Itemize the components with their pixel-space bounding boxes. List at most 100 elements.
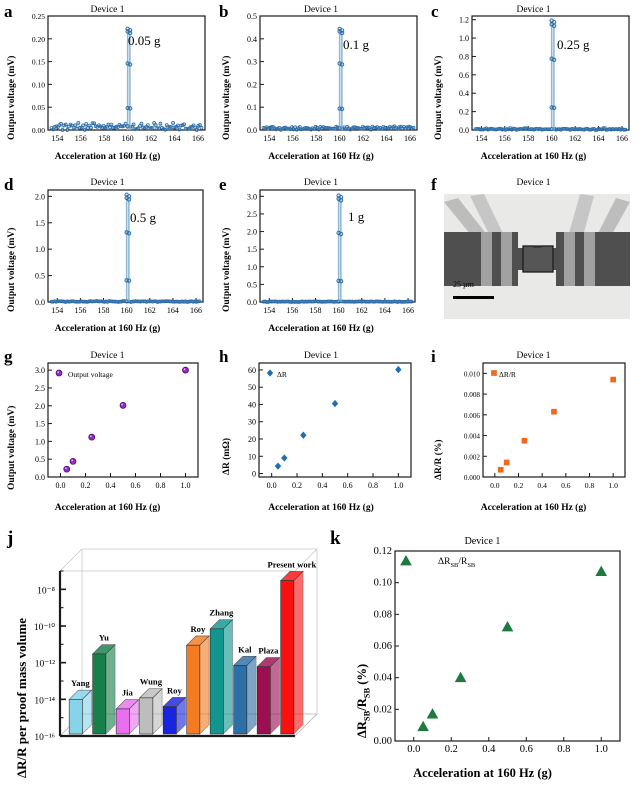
svg-text:1.0: 1.0 <box>595 744 608 755</box>
svg-text:158: 158 <box>310 306 322 315</box>
svg-text:0.5: 0.5 <box>247 280 257 289</box>
svg-text:154: 154 <box>475 134 487 143</box>
panel-b: b Device 1 Output voltage (mV) Accelerat… <box>215 0 427 172</box>
bar-label: Kal <box>238 644 252 654</box>
svg-text:0.6: 0.6 <box>561 481 571 490</box>
svg-text:0.8: 0.8 <box>459 52 469 61</box>
svg-text:0.02: 0.02 <box>374 704 392 715</box>
svg-text:164: 164 <box>167 306 179 315</box>
svg-text:166: 166 <box>192 134 204 143</box>
panel-h-legend-label: ΔR <box>277 370 287 379</box>
panel-h-plot: 0.0 0.2 0.4 0.6 0.8 1.0 0 10 20 30 40 50 60 <box>248 362 412 490</box>
panel-e-annotation: 1 g <box>348 209 365 224</box>
svg-text:0.4: 0.4 <box>317 481 327 490</box>
svg-text:158: 158 <box>98 306 110 315</box>
svg-text:1.0: 1.0 <box>35 437 45 446</box>
svg-text:0.8: 0.8 <box>156 481 166 490</box>
panel-h-letter: h <box>219 347 229 366</box>
panel-i-title: Device 1 <box>516 351 551 361</box>
panel-g-letter: g <box>4 347 13 366</box>
svg-text:164: 164 <box>379 306 391 315</box>
svg-text:160: 160 <box>546 134 558 143</box>
panel-k: k Device 1 ΔRSB/RSB (%) Acceleration at … <box>325 523 640 791</box>
panel-d-xlabel: Acceleration at 160 Hz (g) <box>54 324 161 334</box>
panel-g-xlabel: Acceleration at 160 Hz (g) <box>54 503 161 513</box>
panel-k-legend-label: ΔRSB/RSB <box>438 557 476 569</box>
bar-label: Jia <box>122 688 134 698</box>
panel-a: a Device 1 Output voltage (mV) Accelerat… <box>0 0 215 172</box>
panel-g-title: Device 1 <box>90 351 125 361</box>
panel-b-annotation: 0.1 g <box>343 37 369 52</box>
svg-text:0.4: 0.4 <box>482 744 496 755</box>
svg-text:160: 160 <box>334 134 346 143</box>
svg-text:0.2: 0.2 <box>459 108 469 117</box>
panel-j-letter: j <box>7 528 14 549</box>
panel-j: j ΔR/R per proof mass volume 10⁻¹⁶ 10⁻¹⁴ 1… <box>0 523 325 791</box>
panel-j-plot: 10⁻¹⁶ 10⁻¹⁴ 10⁻¹² 10⁻¹⁰ 10⁻⁸ Yang Yu Jia Wung Roy… <box>34 548 318 743</box>
panel-d-title: Device 1 <box>90 178 125 188</box>
bar-label: Roy <box>190 624 206 634</box>
svg-text:0.5: 0.5 <box>35 455 45 464</box>
svg-text:0.6: 0.6 <box>459 71 469 80</box>
panel-i-letter: i <box>431 347 436 366</box>
svg-text:0.2: 0.2 <box>292 481 302 490</box>
panel-g: g Device 1 Output voltage (mV) Accelerat… <box>0 345 215 523</box>
svg-text:0.000: 0.000 <box>464 474 481 482</box>
bar-label: Plaza <box>258 645 279 655</box>
svg-text:40: 40 <box>248 400 256 409</box>
svg-text:2.0: 2.0 <box>35 402 45 411</box>
svg-text:0.10: 0.10 <box>374 578 392 589</box>
svg-text:164: 164 <box>593 134 605 143</box>
svg-text:1.0: 1.0 <box>181 481 191 490</box>
svg-text:0.00: 0.00 <box>32 126 45 135</box>
svg-text:158: 158 <box>522 134 534 143</box>
svg-text:0.6: 0.6 <box>131 481 141 490</box>
svg-text:0.15: 0.15 <box>32 58 45 67</box>
svg-text:154: 154 <box>51 306 63 315</box>
svg-text:158: 158 <box>310 134 322 143</box>
svg-text:0.0: 0.0 <box>407 744 420 755</box>
svg-text:0.4: 0.4 <box>106 481 116 490</box>
panel-b-plot: 154 156 158 160 162 164 166 0.0 0.1 0.2 0.3 0.4 0.5 <box>247 12 418 143</box>
svg-text:162: 162 <box>356 306 368 315</box>
panel-i-legend-label: ΔR/R <box>499 370 516 379</box>
svg-text:0.6: 0.6 <box>343 481 353 490</box>
svg-text:60: 60 <box>248 366 256 375</box>
scalebar-label: 25 µm <box>453 280 474 289</box>
svg-text:0.2: 0.2 <box>445 744 458 755</box>
panel-i-plot: 0.0 0.2 0.4 0.6 0.8 1.0 0.000 0.002 0.004 0.006 0.… <box>464 362 626 490</box>
panel-f-letter: f <box>431 175 437 194</box>
svg-text:0.10: 0.10 <box>32 80 45 89</box>
panel-e: e Device 1 Output voltage (mV) Accelerat… <box>215 174 427 344</box>
svg-text:10⁻¹⁰: 10⁻¹⁰ <box>34 622 55 633</box>
svg-text:0.2: 0.2 <box>247 80 257 89</box>
panel-a-title: Device 1 <box>90 5 125 15</box>
svg-text:0.08: 0.08 <box>374 609 392 620</box>
svg-text:160: 160 <box>122 134 134 143</box>
svg-text:0.0: 0.0 <box>459 126 469 135</box>
svg-text:0.0: 0.0 <box>267 481 277 490</box>
svg-text:2.0: 2.0 <box>35 192 45 201</box>
svg-text:156: 156 <box>74 306 86 315</box>
svg-text:166: 166 <box>404 134 416 143</box>
svg-text:2.5: 2.5 <box>247 210 257 219</box>
svg-text:0.12: 0.12 <box>374 546 392 557</box>
svg-text:0.006: 0.006 <box>464 412 481 420</box>
panel-g-legend-label: Output voltage <box>68 370 113 379</box>
svg-text:0.0: 0.0 <box>247 298 257 307</box>
panel-b-title: Device 1 <box>303 5 339 15</box>
svg-text:166: 166 <box>616 134 628 143</box>
panel-a-letter: a <box>4 2 13 21</box>
svg-text:0.0: 0.0 <box>56 481 66 490</box>
svg-text:0.25: 0.25 <box>32 12 45 21</box>
svg-text:156: 156 <box>75 134 87 143</box>
svg-text:0.06: 0.06 <box>374 641 392 652</box>
panel-k-xlabel: Acceleration at 160 Hz (g) <box>413 766 552 780</box>
panel-h-xlabel: Acceleration at 160 Hz (g) <box>268 503 374 513</box>
panel-e-xlabel: Acceleration at 160 Hz (g) <box>268 324 374 334</box>
panel-c-title: Device 1 <box>516 5 551 15</box>
svg-text:0.0: 0.0 <box>35 473 45 482</box>
svg-text:1.0: 1.0 <box>247 263 257 272</box>
svg-text:1.5: 1.5 <box>35 420 45 429</box>
